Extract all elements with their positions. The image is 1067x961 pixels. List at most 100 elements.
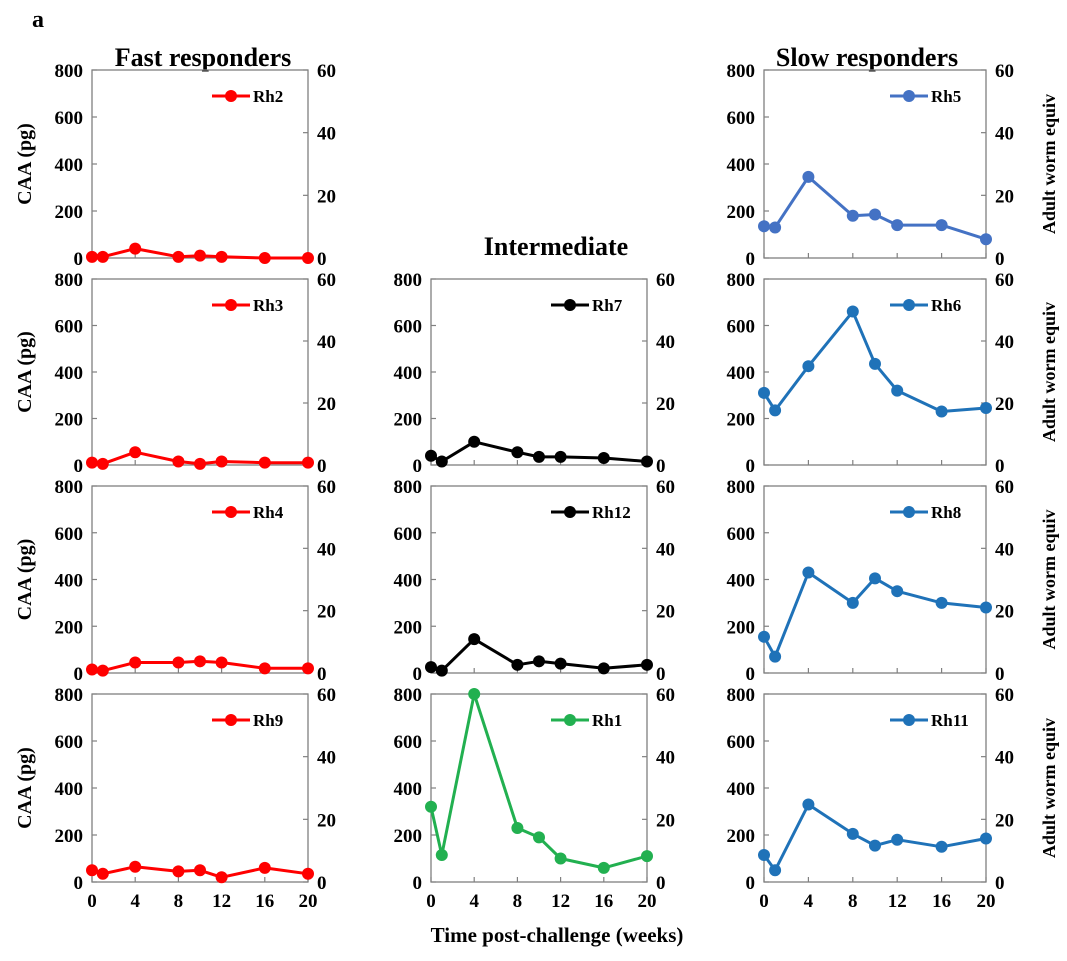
legend-label: Rh7 xyxy=(592,296,623,315)
y-tick-label: 600 xyxy=(55,732,84,753)
data-point xyxy=(846,305,859,318)
data-point xyxy=(802,798,815,811)
data-point xyxy=(511,446,524,459)
x-tick-label: 0 xyxy=(759,891,769,912)
x-tick-label: 0 xyxy=(426,891,436,912)
y-tick-label: 400 xyxy=(727,363,756,384)
data-point xyxy=(891,219,904,232)
data-point xyxy=(258,662,271,675)
legend-label: Rh3 xyxy=(253,296,283,315)
y-tick-label: 0 xyxy=(413,664,423,685)
y-axis-title: CAA (pg) xyxy=(14,539,36,621)
panel-rh5: 0 200 400 600 800 0 20 40 60 Rh5 Adult worm equiv xyxy=(727,61,1060,270)
data-point xyxy=(641,850,653,863)
column-title-intermediate: Intermediate xyxy=(484,232,628,261)
y-tick-label: 0 xyxy=(74,249,84,270)
data-point xyxy=(846,596,859,609)
data-point xyxy=(86,250,98,263)
y-tick-label: 200 xyxy=(727,410,756,431)
data-point xyxy=(554,852,567,865)
data-point xyxy=(769,650,782,663)
y-tick-label: 400 xyxy=(394,571,423,592)
y2-tick-label: 0 xyxy=(656,664,666,685)
x-tick-label: 8 xyxy=(174,891,184,912)
y-tick-label: 0 xyxy=(746,249,756,270)
y-tick-label: 0 xyxy=(746,456,756,477)
data-point xyxy=(425,800,437,813)
data-point xyxy=(468,435,481,448)
x-tick-label: 4 xyxy=(469,891,479,912)
data-point xyxy=(302,662,314,675)
panel-rh7: 0 200 400 600 800 0 20 40 60 Rh7 xyxy=(394,270,676,477)
column-title-fast: Fast responders xyxy=(115,43,291,72)
data-point xyxy=(935,840,948,853)
data-point xyxy=(641,455,653,468)
y-tick-label: 400 xyxy=(55,155,84,176)
data-point xyxy=(302,867,314,880)
data-point xyxy=(869,839,881,852)
y-tick-label: 600 xyxy=(394,524,423,545)
series-line-rh5 xyxy=(763,175,987,241)
legend-swatch-marker xyxy=(903,714,915,726)
data-point xyxy=(802,566,815,579)
data-point xyxy=(425,661,437,674)
data-point xyxy=(96,867,109,880)
data-point xyxy=(215,656,228,669)
series-line-rh12 xyxy=(430,637,648,673)
series-line-rh11 xyxy=(762,803,987,872)
x-tick-label: 8 xyxy=(513,891,523,912)
panel-rh3: 0 200 400 600 800 0 20 40 60 Rh3 CAA (pg) xyxy=(14,270,336,477)
data-point xyxy=(980,402,992,415)
y-tick-label: 400 xyxy=(394,779,423,800)
panel-rh6: 0 200 400 600 800 0 20 40 60 Rh6 Adult worm equiv xyxy=(727,270,1060,477)
y-tick-label: 400 xyxy=(727,779,756,800)
y2-tick-label: 0 xyxy=(317,456,327,477)
y-tick-label: 400 xyxy=(55,363,84,384)
data-point xyxy=(769,404,782,417)
data-point xyxy=(511,658,524,671)
y2-tick-label: 20 xyxy=(656,810,675,831)
y2-tick-label: 20 xyxy=(317,394,336,415)
legend-label: Rh8 xyxy=(931,503,961,522)
y-tick-label: 0 xyxy=(74,664,84,685)
legend-label: Rh4 xyxy=(253,503,284,522)
y2-tick-label: 20 xyxy=(656,394,675,415)
y-tick-label: 800 xyxy=(394,270,423,291)
legend-swatch-marker xyxy=(225,714,237,726)
y2-tick-label: 20 xyxy=(995,394,1014,415)
data-point xyxy=(802,360,815,373)
y-tick-label: 0 xyxy=(746,873,756,894)
y2-tick-label: 60 xyxy=(995,685,1014,706)
legend-swatch-marker xyxy=(903,299,915,311)
x-tick-label: 8 xyxy=(848,891,858,912)
y2-tick-label: 60 xyxy=(317,270,336,291)
y-axis-title: CAA (pg) xyxy=(14,747,36,829)
data-point xyxy=(129,860,142,873)
panel-rh8: 0 200 400 600 800 0 20 40 60 Rh8 Adult worm equiv xyxy=(727,477,1060,685)
y-tick-label: 200 xyxy=(727,202,756,223)
data-point xyxy=(554,450,567,463)
y-tick-label: 800 xyxy=(55,270,84,291)
data-point xyxy=(129,446,142,459)
data-point xyxy=(194,655,206,668)
y2-tick-label: 40 xyxy=(656,332,675,353)
x-tick-label: 12 xyxy=(212,891,231,912)
data-point xyxy=(891,833,904,846)
y-tick-label: 400 xyxy=(394,363,423,384)
y-tick-label: 600 xyxy=(394,317,423,338)
y2-tick-label: 40 xyxy=(995,332,1014,353)
x-tick-label: 12 xyxy=(551,891,570,912)
y2-tick-label: 60 xyxy=(995,61,1014,82)
x-axis-title: Time post-challenge (weeks) xyxy=(431,923,684,947)
y2-tick-label: 0 xyxy=(995,249,1005,270)
data-point xyxy=(597,452,610,465)
data-point xyxy=(802,170,815,183)
data-point xyxy=(533,655,545,668)
data-point xyxy=(215,250,228,263)
y2-tick-label: 60 xyxy=(317,685,336,706)
y-tick-label: 800 xyxy=(727,270,756,291)
series-line-rh7 xyxy=(430,440,648,463)
y-tick-label: 200 xyxy=(394,826,423,847)
y2-tick-label: 0 xyxy=(995,456,1005,477)
